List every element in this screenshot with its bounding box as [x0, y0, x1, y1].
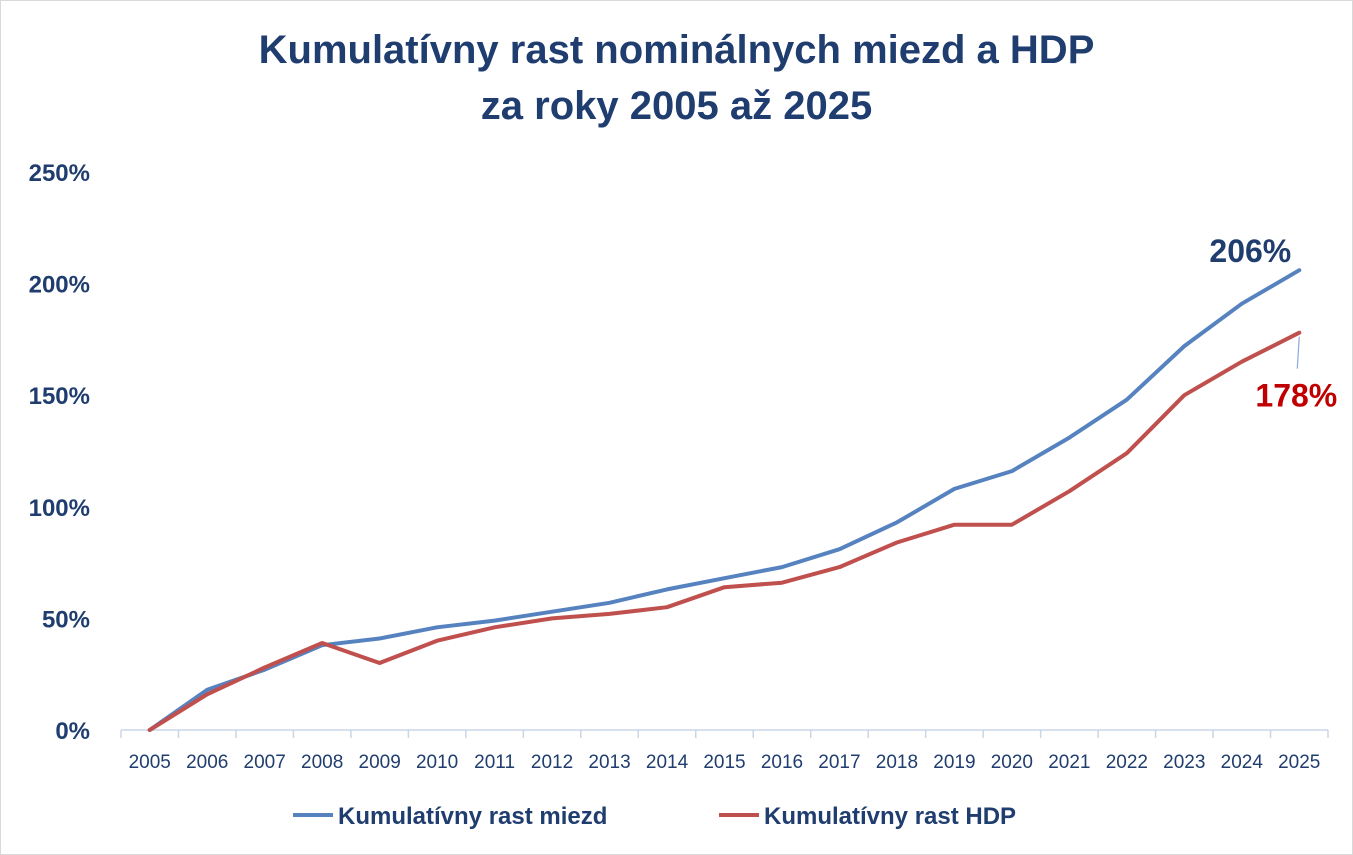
series-line-2: [147, 330, 1302, 732]
x-tick-label: 2012: [531, 752, 573, 773]
legend: Kumulatívny rast miezd Kumulatívny rast H…: [293, 803, 1016, 830]
chart-title-line-2: za roky 2005 až 2025: [480, 84, 873, 128]
legend-label-2: Kumulatívny rast HDP: [764, 803, 1016, 830]
y-tick-label: 250%: [29, 160, 90, 187]
series-line-1: [147, 268, 1302, 732]
x-tick-label: 2010: [416, 752, 458, 773]
x-axis-ticks: 2005 2006 2007 2008 2009 2010 2011 2012 2013 2014…: [129, 752, 1321, 773]
x-tick-label: 2017: [818, 752, 860, 773]
x-tick-label: 2005: [129, 752, 171, 773]
x-tick-label: 2022: [1106, 752, 1148, 773]
x-tick-label: 2007: [244, 752, 286, 773]
x-tick-label: 2024: [1221, 752, 1264, 773]
x-tick-label: 2014: [646, 752, 689, 773]
x-tick-label: 2020: [991, 752, 1033, 773]
y-tick-label: 200%: [29, 272, 90, 299]
x-tick-label: 2025: [1278, 752, 1320, 773]
end-label-wages: 206%: [1209, 233, 1291, 269]
legend-label-1: Kumulatívny rast miezd: [338, 803, 607, 830]
x-tick-label: 2016: [761, 752, 803, 773]
chart-title-line-1: Kumulatívny rast nominálnych miezd a HDP: [258, 28, 1095, 72]
x-tick-label: 2006: [186, 752, 228, 773]
x-tick-label: 2018: [876, 752, 918, 773]
y-tick-label: 0%: [55, 718, 90, 745]
y-tick-label: 100%: [29, 495, 90, 522]
series-lines: [147, 268, 1302, 732]
x-tick-label: 2021: [1048, 752, 1090, 773]
x-tick-label: 2023: [1163, 752, 1205, 773]
end-label-gdp: 178%: [1255, 378, 1337, 414]
x-tick-label: 2011: [474, 752, 515, 773]
axes: [120, 729, 1329, 738]
x-tick-label: 2008: [301, 752, 343, 773]
x-tick-label: 2013: [588, 752, 630, 773]
y-tick-label: 50%: [42, 606, 90, 633]
x-tick-label: 2019: [933, 752, 975, 773]
chart-title: Kumulatívny rast nominálnych miezd a HDP…: [0, 22, 1353, 134]
y-tick-label: 150%: [29, 383, 90, 410]
end-label-leader-line: [1296, 336, 1300, 369]
x-tick-label: 2009: [359, 752, 401, 773]
end-labels: 206% 178%: [1209, 233, 1337, 413]
y-axis-ticks: 0% 50% 100% 150% 200% 250%: [29, 160, 90, 745]
x-tick-label: 2015: [703, 752, 745, 773]
